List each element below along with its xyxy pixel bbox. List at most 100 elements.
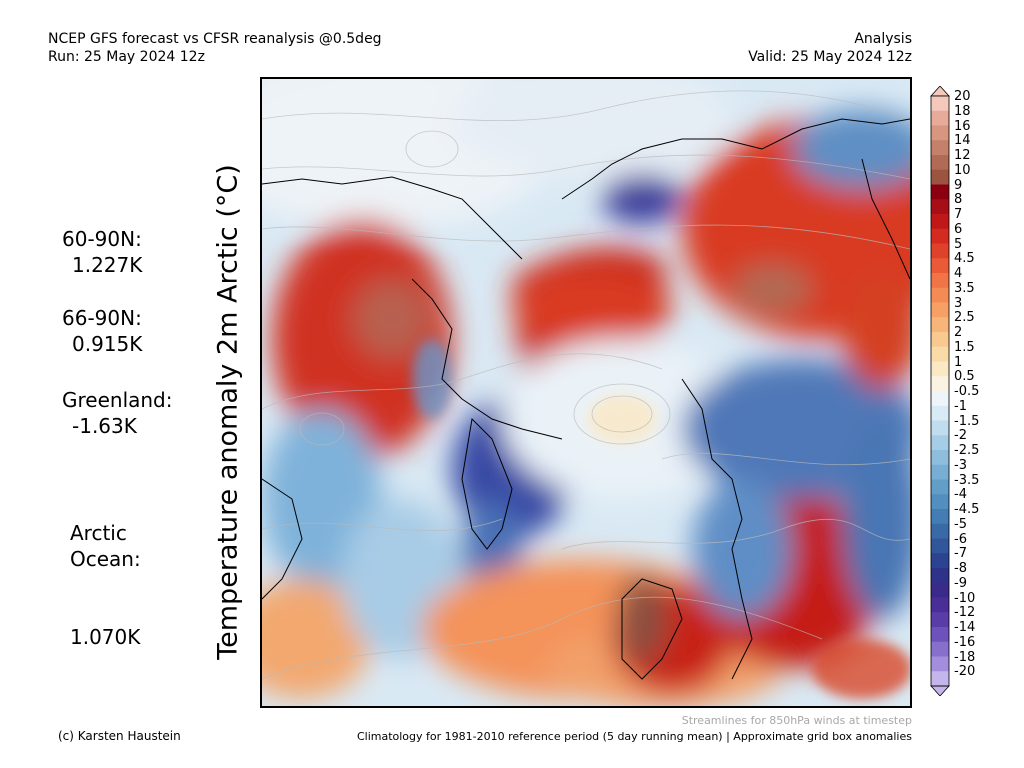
colorbar-label: -4 [954,487,967,503]
colorbar [930,85,950,700]
colorbar-swatch [931,346,949,362]
colorbar-swatch [931,671,949,687]
colorbar-swatch [931,169,949,185]
colorbar-swatch [931,553,949,569]
colorbar-label: 2.5 [954,310,975,326]
colorbar-swatch [931,450,949,466]
analysis-label: Analysis [854,31,912,47]
colorbar-label: 2 [954,325,963,340]
colorbar-label: -6 [954,531,967,547]
colorbar-swatch [931,420,949,436]
stat-value: 1.070K [70,625,141,649]
stat-block-66-90n: 66-90N: 0.915K [62,305,142,357]
stat-label: Greenland: [62,388,173,412]
colorbar-label: -3 [954,457,967,473]
colorbar-label: 20 [954,89,971,104]
colorbar-label: -7 [954,546,967,562]
colorbar-swatch [931,273,949,289]
colorbar-swatch [931,184,949,200]
colorbar-label: 6 [954,221,963,237]
anomaly-map [260,77,912,708]
colorbar-swatch [931,110,949,126]
colorbar-label: -10 [954,590,976,606]
credit: (c) Karsten Haustein [58,729,181,743]
colorbar-label: 14 [954,133,971,149]
colorbar-swatch [931,243,949,259]
stat-label: 60-90N: [62,227,142,251]
colorbar-max-arrow [930,85,950,97]
stat-block-arctic-ocean: Arctic Ocean: 1.070K [70,468,141,676]
stat-label: 66-90N: [62,306,142,330]
colorbar-label: -4.5 [954,502,980,517]
colorbar-swatch [931,479,949,495]
run-time: Run: 25 May 2024 12z [48,49,205,65]
chart-title: NCEP GFS forecast vs CFSR reanalysis @0.… [48,31,382,47]
valid-time: Valid: 25 May 2024 12z [748,49,912,65]
axis-title: Temperature anomaly 2m Arctic (°C) [212,164,244,660]
colorbar-label: 16 [954,118,971,134]
colorbar-label: 18 [954,103,971,119]
colorbar-swatch [931,140,949,156]
colorbar-swatch [931,228,949,244]
colorbar-swatch [931,361,949,377]
colorbar-swatch [931,391,949,407]
colorbar-label: -14 [954,620,976,635]
colorbar-label: -18 [954,649,976,665]
colorbar-swatch [931,612,949,628]
colorbar-label: -8 [954,561,967,576]
colorbar-swatch [931,435,949,451]
colorbar-label: -12 [954,605,976,621]
colorbar-swatch [931,376,949,392]
colorbar-swatch [931,627,949,643]
colorbar-swatch [931,494,949,510]
colorbar-label: 1.5 [954,339,975,355]
colorbar-label: 9 [954,177,963,193]
colorbar-swatch [931,509,949,525]
climatology-note: Climatology for 1981-2010 reference peri… [356,730,912,743]
colorbar-label: -5 [954,516,967,532]
stat-value: 1.227K [72,253,143,277]
colorbar-swatch [931,523,949,539]
colorbar-label: 0.5 [954,369,975,385]
stat-block-greenland: Greenland: -1.63K [62,387,173,439]
colorbar-label: 1 [954,354,963,370]
colorbar-label: -1 [954,398,967,414]
colorbar-swatch [931,125,949,141]
streamlines-note: Streamlines for 850hPa winds at timestep [681,714,912,727]
colorbar-swatch [931,258,949,274]
colorbar-label: -20 [954,664,976,680]
colorbar-label: -16 [954,634,976,650]
colorbar-label: -2.5 [954,443,980,458]
colorbar-label: -9 [954,575,967,591]
colorbar-swatch [931,597,949,613]
colorbar-label: 4 [954,266,963,281]
colorbar-swatch [931,96,949,112]
stat-label: Arctic Ocean: [70,521,141,571]
colorbar-label: 4.5 [954,251,975,267]
colorbar-label: -0.5 [954,384,980,399]
colorbar-label: 5 [954,236,963,252]
colorbar-label: 3 [954,295,963,311]
colorbar-swatch [931,538,949,554]
colorbar-swatch [931,199,949,215]
colorbar-swatch [931,656,949,672]
colorbar-label: 3.5 [954,280,975,296]
colorbar-swatch [931,287,949,303]
colorbar-label: 7 [954,207,963,222]
colorbar-swatch [931,464,949,480]
stat-block-60-90n: 60-90N: 1.227K [62,226,142,278]
colorbar-swatch [931,405,949,421]
colorbar-swatch [931,332,949,348]
colorbar-min-arrow [930,685,950,697]
stat-value: -1.63K [72,414,137,438]
colorbar-swatch [931,317,949,333]
colorbar-label: 12 [954,148,971,163]
colorbar-swatch [931,155,949,171]
stat-value: 0.915K [72,332,143,356]
colorbar-label: -3.5 [954,472,980,488]
colorbar-label: 10 [954,162,971,178]
colorbar-swatch [931,641,949,657]
colorbar-swatch [931,568,949,584]
colorbar-swatch [931,582,949,598]
colorbar-swatch [931,302,949,318]
